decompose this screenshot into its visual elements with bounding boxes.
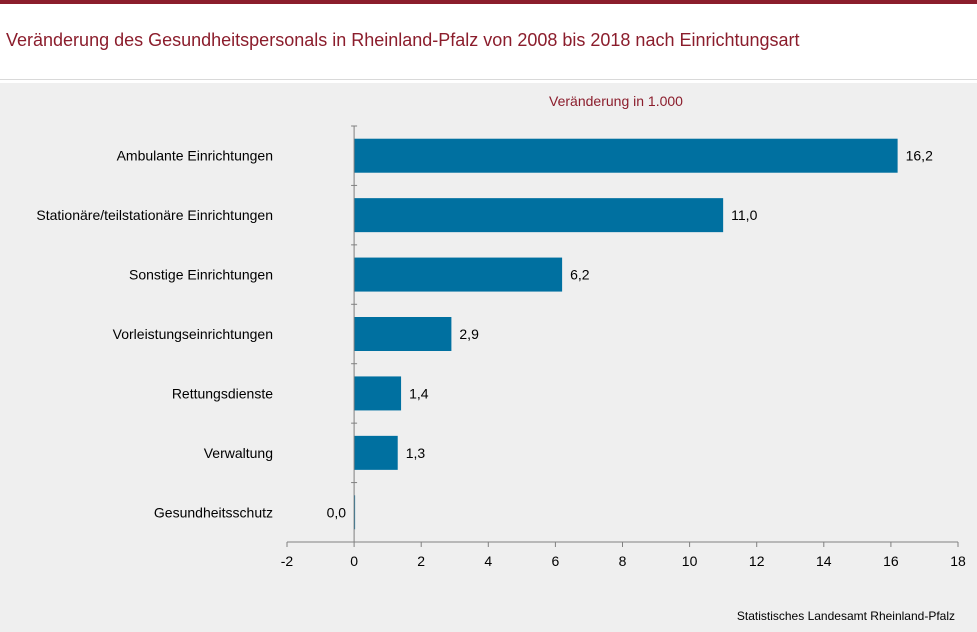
value-label-2: 6,2: [570, 267, 590, 283]
value-label-5: 1,3: [406, 445, 426, 461]
x-tick-label-7: 12: [749, 553, 765, 569]
category-label-2: Sonstige Einrichtungen: [129, 267, 273, 283]
source-note: Statistisches Landesamt Rheinland-Pfalz: [736, 609, 955, 623]
x-tick-label-1: 0: [350, 553, 358, 569]
chart-title: Veränderung des Gesundheitspersonals in …: [6, 30, 800, 50]
category-label-6: Gesundheitsschutz: [154, 504, 273, 520]
value-label-4: 1,4: [409, 385, 429, 401]
x-tick-label-5: 8: [619, 553, 627, 569]
category-label-5: Verwaltung: [204, 445, 273, 461]
x-tick-label-8: 14: [816, 553, 832, 569]
x-tick-label-6: 10: [682, 553, 698, 569]
category-label-3: Vorleistungseinrichtungen: [113, 326, 273, 342]
x-tick-label-0: -2: [281, 553, 294, 569]
category-label-0: Ambulante Einrichtungen: [117, 148, 273, 164]
x-tick-label-4: 6: [552, 553, 560, 569]
category-label-1: Stationäre/teilstationäre Einrichtungen: [36, 207, 273, 223]
bar-1: [354, 198, 724, 233]
bar-5: [354, 435, 398, 470]
bar-3: [354, 317, 452, 351]
chart-panel: [0, 83, 977, 632]
value-label-3: 2,9: [459, 326, 479, 342]
x-tick-label-3: 4: [484, 553, 492, 569]
x-tick-label-9: 16: [883, 553, 899, 569]
value-label-1: 11,0: [731, 207, 757, 223]
category-label-4: Rettungsdienste: [172, 385, 273, 401]
top-accent-rule: [0, 0, 977, 4]
x-tick-label-10: 18: [950, 553, 966, 569]
chart-subtitle: Veränderung in 1.000: [549, 93, 683, 109]
x-tick-label-2: 2: [417, 553, 425, 569]
value-label-0: 16,2: [906, 148, 933, 164]
value-label-6: 0,0: [327, 504, 347, 520]
bar-2: [354, 257, 563, 292]
bar-4: [354, 376, 402, 411]
bar-0: [354, 138, 898, 173]
title-divider: [0, 79, 977, 80]
